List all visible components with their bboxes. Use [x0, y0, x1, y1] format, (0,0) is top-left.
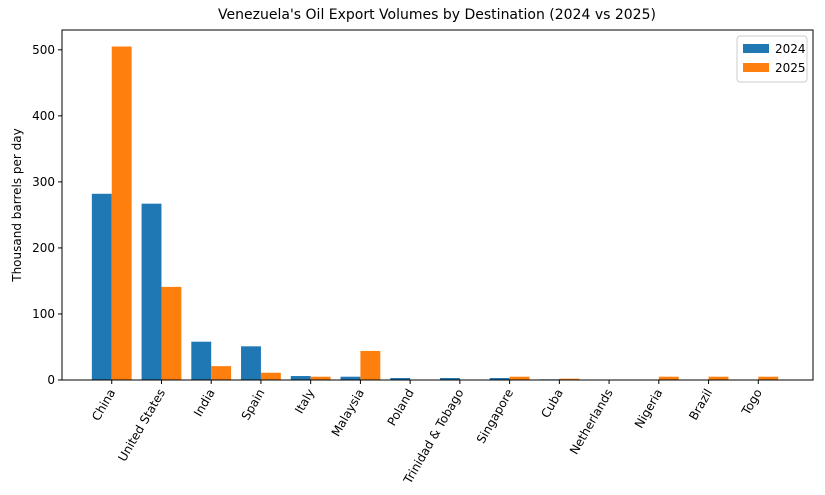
bar — [211, 366, 232, 380]
chart-title: Venezuela's Oil Export Volumes by Destin… — [218, 7, 656, 23]
y-tick-label: 300 — [32, 175, 55, 189]
bar — [489, 378, 510, 380]
bar — [141, 203, 162, 380]
y-tick-label: 200 — [32, 241, 55, 255]
bar — [191, 341, 212, 380]
x-tick-label: Italy — [292, 387, 317, 417]
x-tick-label: India — [191, 387, 218, 420]
bar — [340, 376, 361, 380]
y-tick-label: 500 — [32, 43, 55, 57]
x-tick-label: Brazil — [686, 387, 715, 423]
x-tick-label: United States — [115, 387, 168, 464]
legend-label: 2024 — [775, 42, 806, 56]
x-tick-label: Poland — [385, 387, 417, 429]
x-tick-label: Nigeria — [632, 387, 666, 431]
x-tick-label: China — [89, 387, 118, 424]
bar — [559, 378, 580, 380]
x-tick-label: Malaysia — [329, 387, 367, 439]
bar — [91, 193, 112, 380]
bar — [161, 286, 182, 380]
bar — [439, 378, 460, 380]
bar — [708, 376, 729, 380]
bar — [241, 346, 261, 380]
bar — [360, 350, 381, 380]
legend-swatch — [743, 44, 769, 53]
legend-label: 2025 — [775, 61, 806, 75]
x-tick-label: Netherlands — [567, 387, 616, 457]
legend-swatch — [743, 63, 769, 72]
bar — [758, 376, 779, 380]
y-tick-label: 0 — [47, 373, 55, 387]
y-tick-label: 400 — [32, 109, 55, 123]
bar — [290, 376, 311, 380]
bar — [111, 46, 132, 381]
bar — [260, 372, 281, 380]
y-tick-label: 100 — [32, 307, 55, 321]
bar — [509, 376, 530, 380]
x-tick-label: Spain — [239, 387, 268, 423]
bar — [310, 376, 331, 380]
bar — [658, 376, 679, 380]
x-tick-label: Singapore — [474, 387, 516, 446]
x-tick-label: Cuba — [538, 387, 566, 421]
y-axis-label: Thousand barrels per day — [10, 128, 24, 283]
bar — [390, 378, 411, 380]
x-tick-label: Togo — [738, 387, 764, 419]
plot-frame — [61, 29, 814, 381]
